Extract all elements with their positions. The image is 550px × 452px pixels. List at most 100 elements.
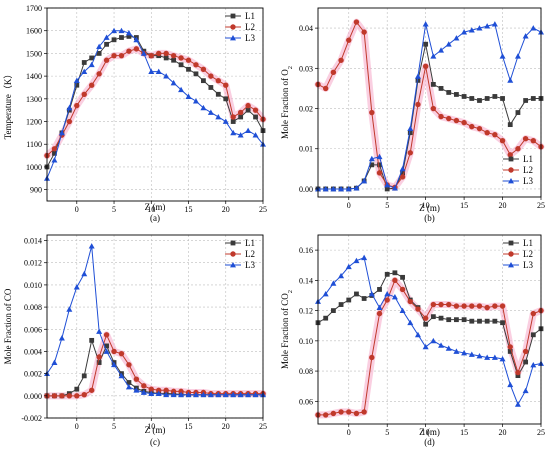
data-point bbox=[453, 35, 460, 41]
data-point bbox=[346, 297, 352, 303]
data-point bbox=[126, 380, 132, 385]
x-tick-label: 10 bbox=[147, 422, 155, 431]
data-point bbox=[230, 114, 236, 120]
data-point bbox=[322, 290, 329, 297]
data-point bbox=[361, 29, 367, 35]
data-point bbox=[201, 78, 206, 84]
data-point bbox=[353, 19, 360, 25]
legend-marker-l3 bbox=[508, 262, 514, 268]
series-l2 bbox=[315, 19, 544, 191]
data-point bbox=[163, 50, 169, 57]
x-tick-label: 5 bbox=[112, 205, 116, 214]
data-point bbox=[148, 386, 154, 392]
chart-panel-b: 0 5 10 15 20 25 0.00 0.01 0.02 0.03 0.04 Z (m) Mole … bbox=[280, 7, 545, 223]
data-point bbox=[484, 318, 490, 324]
legend-marker-l1 bbox=[508, 156, 514, 162]
data-point bbox=[469, 96, 475, 101]
data-point bbox=[140, 50, 147, 56]
data-point bbox=[178, 388, 184, 395]
data-point bbox=[522, 135, 529, 142]
y-tick-label: 0.010 bbox=[24, 281, 42, 290]
data-point bbox=[500, 96, 505, 101]
data-point bbox=[438, 47, 445, 53]
data-point bbox=[170, 388, 177, 395]
legend-marker-l2 bbox=[508, 167, 514, 173]
data-point bbox=[445, 41, 452, 47]
legend-label-l1: L1 bbox=[245, 238, 255, 248]
data-point bbox=[200, 104, 207, 111]
data-point bbox=[461, 119, 467, 126]
data-point bbox=[140, 389, 147, 395]
data-point bbox=[422, 315, 429, 321]
data-point bbox=[237, 391, 244, 398]
y-tick-label: 0.03 bbox=[299, 64, 313, 73]
data-point bbox=[438, 113, 444, 120]
data-point bbox=[111, 27, 118, 34]
data-point bbox=[133, 387, 140, 393]
data-point bbox=[461, 317, 467, 323]
legend-marker-l3 bbox=[508, 178, 514, 184]
legend-label-l2: L2 bbox=[523, 249, 533, 259]
data-point bbox=[423, 321, 429, 327]
legend-label-l2: L2 bbox=[245, 249, 255, 259]
data-point bbox=[368, 290, 375, 297]
x-tick-label: 10 bbox=[422, 428, 430, 437]
data-point bbox=[453, 117, 460, 124]
data-point bbox=[88, 82, 95, 88]
data-point bbox=[430, 105, 437, 112]
data-point bbox=[354, 291, 359, 297]
data-point bbox=[438, 315, 444, 321]
data-point bbox=[103, 332, 110, 338]
panel-caption: (a) bbox=[150, 213, 160, 223]
data-point bbox=[376, 310, 383, 317]
data-point bbox=[376, 170, 383, 176]
data-point bbox=[461, 349, 468, 356]
data-point bbox=[515, 373, 521, 379]
data-point bbox=[476, 352, 483, 359]
x-tick-label: 10 bbox=[147, 205, 155, 214]
data-point bbox=[377, 287, 382, 292]
data-point bbox=[530, 138, 537, 144]
x-tick-label: 20 bbox=[499, 201, 507, 210]
y-tick-label: 0.04 bbox=[299, 24, 313, 33]
x-tick-label: 20 bbox=[499, 428, 507, 437]
x-tick-label: 20 bbox=[222, 422, 230, 431]
y-axis-label-subscript: 2 bbox=[287, 290, 294, 293]
data-point bbox=[391, 293, 398, 300]
data-point bbox=[338, 302, 344, 307]
data-point bbox=[399, 174, 406, 180]
data-point bbox=[155, 390, 162, 396]
data-point bbox=[66, 306, 73, 312]
data-point bbox=[484, 129, 490, 136]
data-point bbox=[81, 68, 88, 74]
data-point bbox=[507, 381, 514, 388]
panel-caption: (c) bbox=[150, 437, 160, 447]
data-point bbox=[133, 46, 140, 52]
data-point bbox=[407, 298, 413, 305]
data-point bbox=[170, 79, 177, 86]
data-point bbox=[491, 21, 498, 27]
data-point bbox=[430, 337, 437, 344]
data-point bbox=[163, 55, 169, 61]
y-tick-label: 0.02 bbox=[299, 105, 313, 114]
data-point bbox=[230, 129, 237, 136]
data-point bbox=[407, 150, 413, 156]
x-tick-label: 15 bbox=[185, 205, 193, 214]
data-point bbox=[499, 355, 506, 362]
data-point bbox=[438, 301, 444, 308]
data-point bbox=[384, 186, 390, 192]
legend-label-l2: L2 bbox=[245, 22, 255, 32]
data-point bbox=[392, 277, 398, 284]
data-point bbox=[407, 125, 414, 132]
x-tick-label: 15 bbox=[185, 422, 193, 431]
data-point bbox=[52, 150, 57, 156]
data-point bbox=[399, 286, 406, 293]
data-point bbox=[346, 37, 352, 43]
data-point bbox=[530, 96, 536, 101]
data-point bbox=[103, 348, 110, 354]
data-point bbox=[156, 50, 162, 57]
y-axis-label: Mole Fraction of O2 bbox=[280, 66, 294, 139]
data-point bbox=[208, 73, 214, 79]
y-tick-label: 0.08 bbox=[299, 367, 313, 376]
data-point bbox=[461, 29, 468, 35]
